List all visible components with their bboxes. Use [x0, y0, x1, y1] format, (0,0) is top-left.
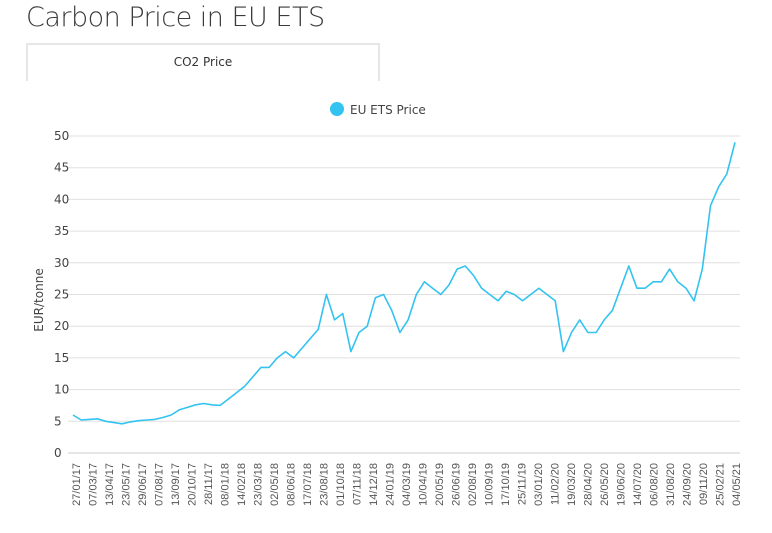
- x-tick-label: 14/07/20: [632, 463, 644, 506]
- x-tick-label: 20/10/17: [187, 463, 199, 506]
- x-tick-label: 04/05/21: [731, 463, 743, 506]
- y-axis-title: EUR/tonne: [32, 268, 46, 331]
- x-tick-label: 28/11/17: [203, 463, 215, 505]
- x-tick-label: 19/06/20: [616, 463, 628, 506]
- x-tick-label: 07/11/18: [352, 463, 364, 505]
- x-tick-label: 27/01/17: [71, 463, 83, 506]
- x-tick-label: 02/08/19: [467, 463, 479, 506]
- y-tick-label: 50: [54, 129, 69, 143]
- x-tick-label: 10/04/19: [418, 463, 430, 506]
- x-tick-label: 10/09/19: [484, 463, 496, 506]
- y-tick-label: 40: [54, 192, 69, 206]
- x-tick-label: 26/06/19: [451, 463, 463, 506]
- y-tick-label: 15: [54, 351, 69, 365]
- x-tick-label: 06/08/20: [649, 463, 661, 506]
- x-tick-label: 23/03/18: [253, 463, 265, 506]
- x-tick-label: 25/02/21: [715, 463, 727, 506]
- x-tick-label: 13/09/17: [170, 463, 182, 506]
- legend-label: EU ETS Price: [350, 103, 426, 117]
- y-tick-label: 45: [54, 161, 69, 175]
- x-tick-label: 17/07/18: [302, 463, 314, 506]
- page-title: Carbon Price in EU ETS: [26, 2, 325, 33]
- x-tick-label: 29/06/17: [137, 463, 149, 506]
- y-tick-label: 0: [54, 446, 62, 460]
- x-tick-label: 08/06/18: [286, 463, 298, 506]
- x-tick-label: 20/05/19: [434, 463, 446, 506]
- y-tick-label: 10: [54, 383, 69, 397]
- y-tick-label: 5: [54, 414, 62, 428]
- x-tick-label: 11/02/20: [550, 463, 562, 505]
- x-tick-label: 28/04/20: [583, 463, 595, 506]
- y-tick-label: 25: [54, 288, 69, 302]
- tab-co2-price[interactable]: CO2 Price: [26, 43, 380, 81]
- x-tick-label: 23/05/17: [121, 463, 133, 506]
- x-tick-label: 19/03/20: [566, 463, 578, 506]
- x-tick-label: 04/03/19: [401, 463, 413, 506]
- x-tick-label: 01/10/18: [335, 463, 347, 506]
- legend[interactable]: EU ETS Price: [330, 102, 426, 117]
- x-tick-label: 26/05/20: [599, 463, 611, 506]
- x-tick-label: 25/11/19: [517, 463, 529, 505]
- y-tick-label: 20: [54, 319, 69, 333]
- x-tick-label: 07/03/17: [88, 463, 100, 506]
- series-line-eu-ets-price: [72, 142, 736, 425]
- x-tick-label: 31/08/20: [665, 463, 677, 506]
- x-tick-label: 14/12/18: [368, 463, 380, 506]
- x-tick-label: 03/01/20: [533, 463, 545, 506]
- x-tick-label: 13/04/17: [104, 463, 116, 506]
- x-tick-label: 08/01/18: [220, 463, 232, 506]
- y-tick-label: 35: [54, 224, 69, 238]
- x-tick-label: 24/09/20: [682, 463, 694, 506]
- x-tick-label: 14/02/18: [236, 463, 248, 506]
- x-tick-label: 24/01/19: [385, 463, 397, 506]
- x-tick-label: 07/08/17: [154, 463, 166, 506]
- legend-marker: [330, 102, 344, 116]
- x-tick-label: 02/05/18: [269, 463, 281, 506]
- x-tick-label: 23/08/18: [319, 463, 331, 506]
- x-tick-label: 09/11/20: [698, 463, 710, 505]
- x-tick-label: 17/10/19: [500, 463, 512, 506]
- y-tick-label: 30: [54, 256, 69, 270]
